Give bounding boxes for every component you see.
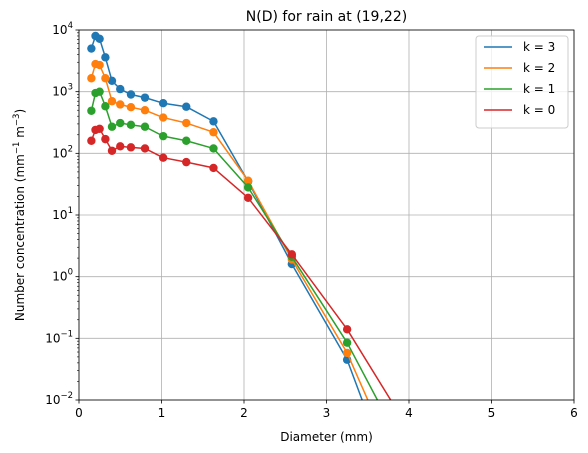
y-tick-label: 102 (52, 144, 73, 160)
series-line-k3 (90, 35, 363, 400)
data-point (126, 90, 136, 99)
data-point (182, 118, 191, 128)
x-tick-label: 6 (570, 406, 578, 420)
x-tick-label: 2 (240, 406, 248, 420)
data-point (107, 76, 117, 86)
data-point (101, 134, 110, 144)
legend: k = 3 k = 2 k = 1 k = 0 (475, 35, 569, 129)
data-point (126, 143, 136, 152)
y-tick-label: 100 (52, 268, 73, 284)
data-point (95, 60, 104, 70)
data-point (209, 163, 218, 173)
data-point (101, 102, 110, 111)
data-point (101, 74, 110, 83)
data-point (87, 44, 96, 53)
data-point (209, 117, 218, 126)
data-point (342, 338, 352, 347)
data-point (243, 193, 253, 203)
legend-box (475, 35, 569, 129)
x-tick-label: 1 (158, 406, 166, 420)
data-point (95, 34, 104, 43)
data-point (107, 122, 117, 131)
series-line-k2 (90, 63, 369, 400)
x-tick-label: 3 (323, 406, 331, 420)
data-point (116, 142, 125, 151)
data-point (116, 118, 125, 128)
data-point (95, 87, 104, 96)
data-point (101, 53, 110, 62)
data-point (413, 439, 421, 447)
y-tick-label: 101 (52, 206, 73, 222)
series-line-k1 (90, 90, 379, 400)
chart-title: N(D) for rain at (19,22) (246, 9, 407, 25)
data-point (209, 128, 218, 137)
data-point (182, 157, 191, 167)
legend-label: k = 0 (523, 103, 555, 117)
data-point (158, 113, 168, 122)
legend-label: k = 1 (523, 82, 555, 96)
data-point (342, 348, 352, 358)
y-tick-label: 10−1 (45, 329, 73, 345)
data-point (140, 144, 150, 153)
series-line-k0 (90, 128, 392, 400)
data-point (182, 102, 191, 111)
data-point (182, 136, 191, 145)
data-point (87, 74, 96, 83)
data-point (107, 146, 117, 155)
data-point (87, 106, 96, 115)
y-tick-label: 103 (52, 83, 73, 99)
data-point (209, 144, 218, 153)
x-tick-label: 0 (75, 406, 83, 420)
data-point (116, 84, 125, 94)
data-point (140, 93, 150, 102)
legend-label: k = 2 (523, 61, 555, 75)
y-tick-label: 104 (52, 21, 73, 37)
data-point (158, 131, 168, 141)
data-point (243, 183, 253, 192)
data-point (158, 153, 168, 162)
data-point (243, 176, 253, 185)
x-tick-label: 5 (488, 406, 496, 420)
data-point (116, 100, 125, 109)
data-point (107, 97, 117, 106)
y-axis-label: Number concentration (mm−1 m−3) (12, 109, 27, 321)
data-point (126, 120, 136, 130)
data-point (342, 325, 352, 334)
data-point (126, 103, 136, 112)
data-point (95, 124, 104, 133)
data-point (140, 106, 150, 115)
data-point (287, 250, 297, 259)
legend-label: k = 3 (523, 40, 555, 54)
data-point (140, 122, 150, 131)
y-axis-ticks: 10−2 10−1 100 101 102 103 104 (45, 21, 79, 407)
data-point (87, 136, 96, 145)
x-axis-ticks: 0 1 2 3 4 5 6 (75, 400, 578, 420)
series-layer (87, 31, 421, 447)
x-tick-label: 4 (405, 406, 413, 420)
y-tick-label: 10−2 (45, 391, 73, 407)
data-point (158, 99, 168, 108)
x-axis-label: Diameter (mm) (280, 430, 373, 444)
